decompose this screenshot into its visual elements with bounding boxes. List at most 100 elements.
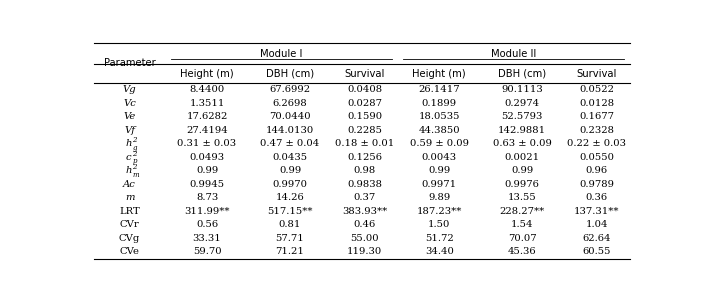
Text: 137.31**: 137.31** [574, 207, 620, 216]
Text: 0.9789: 0.9789 [580, 180, 614, 189]
Text: Survival: Survival [345, 69, 385, 79]
Text: 0.46: 0.46 [354, 220, 376, 229]
Text: 228.27**: 228.27** [500, 207, 545, 216]
Text: c: c [125, 153, 131, 162]
Text: Survival: Survival [577, 69, 617, 79]
Text: 0.31 ± 0.03: 0.31 ± 0.03 [177, 139, 237, 148]
Text: 62.64: 62.64 [582, 234, 611, 243]
Text: 187.23**: 187.23** [417, 207, 462, 216]
Text: 0.98: 0.98 [354, 166, 376, 175]
Text: m: m [132, 171, 139, 179]
Text: 57.71: 57.71 [275, 234, 304, 243]
Text: Ve: Ve [124, 112, 136, 121]
Text: 52.5793: 52.5793 [501, 112, 543, 121]
Text: 0.0522: 0.0522 [580, 85, 614, 94]
Text: 0.99: 0.99 [511, 166, 533, 175]
Text: 0.0128: 0.0128 [580, 99, 614, 108]
Text: 45.36: 45.36 [508, 247, 537, 256]
Text: 0.2328: 0.2328 [580, 126, 614, 135]
Text: Height (m): Height (m) [412, 69, 466, 79]
Text: 26.1417: 26.1417 [419, 85, 460, 94]
Text: 0.96: 0.96 [586, 166, 608, 175]
Text: 13.55: 13.55 [508, 193, 537, 202]
Text: Vf: Vf [124, 126, 135, 135]
Text: 1.04: 1.04 [585, 220, 608, 229]
Text: 0.36: 0.36 [586, 193, 608, 202]
Text: Vg: Vg [123, 85, 136, 94]
Text: 142.9881: 142.9881 [498, 126, 546, 135]
Text: 0.0550: 0.0550 [580, 153, 614, 162]
Text: 18.0535: 18.0535 [419, 112, 460, 121]
Text: p: p [132, 157, 137, 165]
Text: DBH (cm): DBH (cm) [266, 69, 314, 79]
Text: 0.1256: 0.1256 [347, 153, 382, 162]
Text: 9.89: 9.89 [428, 193, 450, 202]
Text: 0.2974: 0.2974 [505, 99, 540, 108]
Text: 0.0493: 0.0493 [189, 153, 225, 162]
Text: 44.3850: 44.3850 [419, 126, 460, 135]
Text: 90.1113: 90.1113 [501, 85, 543, 94]
Text: 2: 2 [132, 163, 137, 171]
Text: 0.0043: 0.0043 [421, 153, 457, 162]
Text: LRT: LRT [119, 207, 140, 216]
Text: 1.3511: 1.3511 [189, 99, 225, 108]
Text: 0.9976: 0.9976 [505, 180, 539, 189]
Text: 0.9945: 0.9945 [189, 180, 225, 189]
Text: g: g [132, 143, 137, 152]
Text: 55.00: 55.00 [350, 234, 379, 243]
Text: 1.54: 1.54 [511, 220, 534, 229]
Text: 0.99: 0.99 [428, 166, 450, 175]
Text: Module I: Module I [261, 49, 303, 59]
Text: h: h [125, 166, 132, 175]
Text: 0.0408: 0.0408 [347, 85, 382, 94]
Text: h: h [125, 139, 132, 148]
Text: 33.31: 33.31 [193, 234, 222, 243]
Text: 70.07: 70.07 [508, 234, 537, 243]
Text: 144.0130: 144.0130 [266, 126, 314, 135]
Text: 8.4400: 8.4400 [189, 85, 225, 94]
Text: 0.81: 0.81 [279, 220, 301, 229]
Text: m: m [125, 193, 134, 202]
Text: 2: 2 [132, 136, 137, 144]
Text: 0.56: 0.56 [196, 220, 218, 229]
Text: 0.99: 0.99 [279, 166, 301, 175]
Text: 0.22 ± 0.03: 0.22 ± 0.03 [568, 139, 626, 148]
Text: 0.59 ± 0.09: 0.59 ± 0.09 [409, 139, 469, 148]
Text: 8.73: 8.73 [196, 193, 218, 202]
Text: CVr: CVr [120, 220, 140, 229]
Text: 0.9970: 0.9970 [273, 180, 308, 189]
Text: 2: 2 [132, 149, 137, 158]
Text: 71.21: 71.21 [275, 247, 304, 256]
Text: 0.0021: 0.0021 [505, 153, 540, 162]
Text: 51.72: 51.72 [425, 234, 453, 243]
Text: 0.37: 0.37 [354, 193, 376, 202]
Text: 0.63 ± 0.09: 0.63 ± 0.09 [493, 139, 551, 148]
Text: CVg: CVg [119, 234, 140, 243]
Text: 1.50: 1.50 [428, 220, 450, 229]
Text: Parameter: Parameter [104, 58, 155, 68]
Text: Vc: Vc [123, 99, 136, 108]
Text: 0.9838: 0.9838 [347, 180, 382, 189]
Text: 70.0440: 70.0440 [269, 112, 311, 121]
Text: 34.40: 34.40 [425, 247, 454, 256]
Text: 119.30: 119.30 [347, 247, 382, 256]
Text: Height (m): Height (m) [180, 69, 234, 79]
Text: 17.6282: 17.6282 [186, 112, 228, 121]
Text: Module II: Module II [491, 49, 537, 59]
Text: 6.2698: 6.2698 [273, 99, 307, 108]
Text: DBH (cm): DBH (cm) [498, 69, 546, 79]
Text: 0.47 ± 0.04: 0.47 ± 0.04 [261, 139, 320, 148]
Text: 0.0287: 0.0287 [347, 99, 382, 108]
Text: 27.4194: 27.4194 [186, 126, 228, 135]
Text: 311.99**: 311.99** [184, 207, 229, 216]
Text: 383.93**: 383.93** [342, 207, 388, 216]
Text: 14.26: 14.26 [275, 193, 304, 202]
Text: 0.18 ± 0.01: 0.18 ± 0.01 [335, 139, 394, 148]
Text: 0.1899: 0.1899 [421, 99, 457, 108]
Text: CVe: CVe [119, 247, 140, 256]
Text: 0.1590: 0.1590 [347, 112, 382, 121]
Text: 517.15**: 517.15** [268, 207, 313, 216]
Text: 59.70: 59.70 [193, 247, 222, 256]
Text: Ac: Ac [123, 180, 136, 189]
Text: 0.1677: 0.1677 [580, 112, 614, 121]
